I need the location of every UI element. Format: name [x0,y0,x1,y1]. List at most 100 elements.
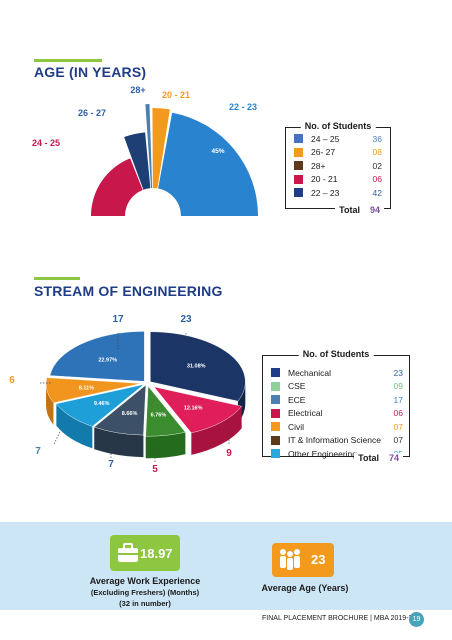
stream-legend-swatch [271,368,280,378]
age-legend-value: 02 [372,160,382,171]
stream-slice-shape [153,386,243,434]
stream-legend-total: Total 74 [354,453,403,463]
stream-slice-shape [55,384,145,427]
work-experience-subtitle: (Excluding Freshers) (Months) [90,588,200,597]
age-legend-label: 28+ [311,160,326,171]
stream-slice-shape [150,331,246,402]
stream-legend-swatch [271,408,280,418]
stream-slice-shape [145,385,186,437]
stream-legend-title: No. of Students [298,349,374,359]
age-legend-total-value: 94 [369,205,380,215]
stream-legend-item-cse: CSE 09 [271,380,403,394]
age-legend-item-28: 28+ 02 [294,159,382,173]
stream-slice-percent: 31.08% [187,364,206,370]
stream-legend-swatch [271,422,280,432]
stream-legend-label: Civil [288,421,305,432]
age-legend-value: 08 [372,147,382,158]
stream-count-it-information-science: 17 [112,314,124,325]
stream-legend-total-value: 74 [388,453,399,463]
stream-legend-value: 06 [393,408,403,419]
stream-legend-label: IT & Information Science [288,435,381,446]
age-slice-percent: 9% [100,146,110,153]
stream-slice-percent: 6.76% [151,413,167,419]
age-slice-category: 24 - 25 [32,138,60,148]
stream-legend-swatch [271,435,280,445]
stream-legend-item-electrical: Electrical 06 [271,407,403,421]
age-legend-title: No. of Students [300,121,376,131]
stream-slice-civil: 9.46% [55,384,145,427]
age-legend-swatch [294,188,303,198]
stream-slice-shape [49,331,145,382]
average-age-title: Average Age (Years) [261,583,349,593]
age-legend: No. of Students 24 – 25 36 26- 27 08 28+ 02 20… [285,121,391,215]
stream-section-title: STREAM OF ENGINEERING [34,283,223,299]
age-slice-percent: 2% [135,122,145,129]
age-slice-category: 20 - 21 [162,90,190,100]
age-slice-shape [145,104,153,189]
stream-legend-value: 07 [393,435,403,446]
stream-slice-shape [93,384,147,436]
stream-slice-percent: 8.66% [122,411,138,417]
stream-legend-item-ece: ECE 17 [271,393,403,407]
stream-legend-item-it-information-science: IT & Information Science 07 [271,434,403,448]
age-slice-24-25: 38% 24 - 25 [32,138,143,216]
people-icon [272,543,334,577]
age-slice-shape [152,108,170,189]
age-legend-label: 20 - 21 [311,174,338,185]
stats-band [0,522,452,610]
age-slice-26-27: 9% 26 - 27 [78,108,151,190]
stream-slice-mechanical: 31.08% [150,331,246,402]
age-legend-swatch [294,147,303,157]
age-legend-total: Total 94 [335,205,384,215]
age-legend-item-22-23: 22 – 23 42 [294,186,382,200]
stream-legend-swatch [271,381,280,391]
age-legend-rows: 24 – 25 36 26- 27 08 28+ 02 20 - 21 06 22 – 23 42 [294,132,382,200]
stream-slice-percent: 9.46% [94,401,110,407]
stream-slice-ece: 8.11% [45,377,142,404]
stream-slice-percent: 22.97% [98,358,117,364]
page-number: 19 [409,612,424,627]
stream-pie-sides [46,381,246,459]
stream-legend-label: ECE [288,394,306,405]
stream-slice-side-civil [56,403,93,449]
stream-legend-label: Mechanical [288,367,331,378]
age-slice-shape [124,132,151,190]
age-legend-value: 06 [372,174,382,185]
age-slice-28: 2% 28+ [130,85,153,189]
age-section-title: AGE (IN YEARS) [34,64,147,80]
age-legend-label: 22 – 23 [311,187,340,198]
work-experience-title: Average Work Experience [89,576,201,586]
age-legend-label: 26- 27 [311,147,336,158]
age-slice-percent: 38% [43,171,56,178]
age-legend-item-20-21: 20 - 21 06 [294,173,382,187]
stream-slice-cse: 6.76% [145,385,186,437]
age-slice-category: 26 - 27 [78,108,106,118]
stream-slice-electrical: 12.16% [153,386,243,434]
age-legend-item-24-25: 24 – 25 36 [294,132,382,146]
age-slice-22-23: 45% 22 - 23 [158,102,258,216]
age-slice-shape [158,112,258,216]
stream-legend-label: Electrical [288,408,323,419]
stream-slice-percent: 8.11% [79,386,94,392]
stream-legend-item-mechanical: Mechanical 23 [271,366,403,380]
stream-count-cse: 5 [152,464,158,475]
age-legend-value: 42 [372,187,382,198]
stream-legend-label: CSE [288,381,306,392]
age-legend-swatch [294,174,303,184]
stream-legend: No. of Students Mechanical 23 CSE 09 ECE 17 El… [262,349,410,463]
average-age-value: 23 [311,552,326,567]
stream-count-mechanical: 23 [180,314,192,325]
stream-legend-swatch [271,395,280,405]
stream-slice-shape [45,377,142,404]
stream-count-labels: 23 9 5 7 7 6 17 [9,314,232,475]
stream-legend-value: 07 [393,421,403,432]
age-slice-category: 22 - 23 [229,102,257,112]
briefcase-icon [110,535,180,571]
footer-text: FINAL PLACEMENT BROCHURE | MBA 2019-21 [262,615,417,622]
age-legend-label: 24 – 25 [311,133,340,144]
stream-legend-swatch [271,449,280,459]
work-experience-value: 18.97 [140,546,173,561]
stream-legend-value: 23 [393,367,403,378]
stream-slice-percent: 12.16% [184,405,203,411]
